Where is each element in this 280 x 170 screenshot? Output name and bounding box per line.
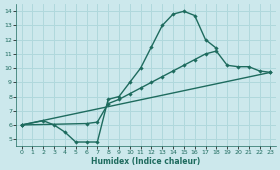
X-axis label: Humidex (Indice chaleur): Humidex (Indice chaleur) xyxy=(91,157,201,166)
